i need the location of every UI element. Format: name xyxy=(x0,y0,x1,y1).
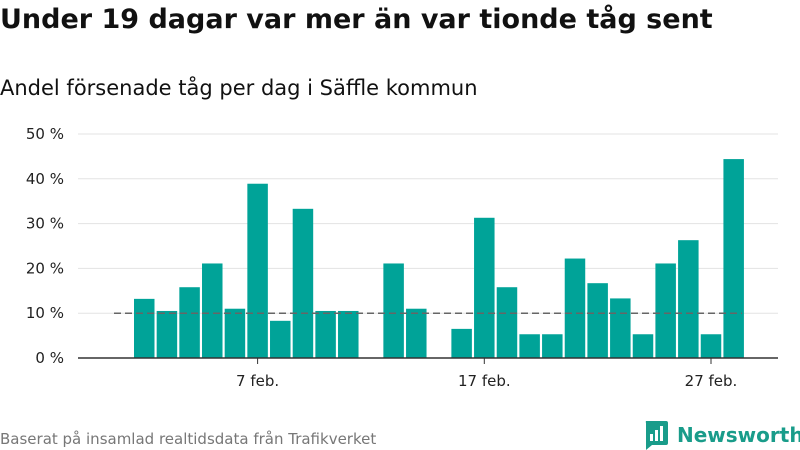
bar xyxy=(474,217,495,358)
bar xyxy=(247,183,268,358)
bar xyxy=(270,320,291,358)
y-tick-label: 10 % xyxy=(26,304,64,322)
bar xyxy=(519,334,540,358)
bar xyxy=(723,159,744,358)
y-tick-label: 50 % xyxy=(26,125,64,143)
bar-chart: 0 % 10 % 20 % 30 % 40 % 50 % 7 feb. 17 feb. 27 f… xyxy=(26,125,778,390)
bar xyxy=(632,334,654,358)
newsworthy-logo-text: Newsworthy xyxy=(677,423,800,447)
y-tick-label: 20 % xyxy=(26,259,64,277)
y-tick-label: 30 % xyxy=(26,215,64,233)
newsworthy-logo: Newsworthy xyxy=(643,420,800,450)
bar xyxy=(383,263,404,358)
bar xyxy=(202,263,223,358)
bar xyxy=(134,298,155,358)
x-tick-label: 7 feb. xyxy=(236,372,279,390)
bar xyxy=(678,240,699,358)
x-tick-label: 17 feb. xyxy=(458,372,511,390)
bar xyxy=(406,308,427,358)
y-tick-label: 0 % xyxy=(35,349,64,367)
bar xyxy=(179,287,200,358)
bar xyxy=(292,208,314,358)
bar xyxy=(542,334,563,358)
bar xyxy=(315,310,336,358)
x-tick-label: 27 feb. xyxy=(685,372,738,390)
bar xyxy=(338,310,359,358)
bar xyxy=(564,258,586,358)
y-tick-label: 40 % xyxy=(26,170,64,188)
newsworthy-logo-icon xyxy=(645,421,668,450)
bar xyxy=(224,308,246,358)
chart-subtitle: Andel försenade tåg per dag i Säffle kom… xyxy=(0,76,478,100)
bar xyxy=(587,283,608,358)
bar xyxy=(156,310,178,358)
bar xyxy=(610,298,631,358)
bar xyxy=(496,287,518,358)
bar xyxy=(700,334,722,358)
chart-title: Under 19 dagar var mer än var tionde tåg… xyxy=(0,4,713,35)
bar xyxy=(451,328,472,358)
source-note: Baserat på insamlad realtidsdata från Tr… xyxy=(0,430,377,448)
bar xyxy=(655,263,676,358)
